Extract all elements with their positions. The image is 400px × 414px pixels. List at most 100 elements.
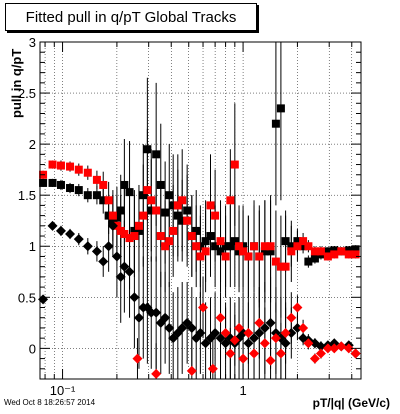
data-point-diamond xyxy=(265,317,276,328)
data-point-diamond xyxy=(243,328,254,339)
data-point-square xyxy=(66,184,75,193)
data-point-square xyxy=(74,165,83,174)
data-point-square xyxy=(351,250,360,259)
data-point-diamond xyxy=(207,363,218,374)
data-point-diamond xyxy=(280,328,291,339)
data-point-square xyxy=(323,247,332,256)
data-point-diamond xyxy=(238,353,249,364)
data-point-diamond xyxy=(98,256,109,267)
data-point-square xyxy=(250,242,259,251)
data-point-square xyxy=(104,211,113,220)
data-point-diamond xyxy=(82,241,93,252)
data-point-diamond xyxy=(103,241,114,252)
x-axis-label: pT/|q| (GeV/c) xyxy=(312,396,390,410)
data-point-diamond xyxy=(343,343,354,354)
data-point-square xyxy=(56,161,65,170)
data-point-square xyxy=(344,246,353,255)
data-point-square xyxy=(281,262,290,271)
data-point-square xyxy=(211,211,220,220)
data-point-square xyxy=(108,216,117,225)
data-point-diamond xyxy=(234,322,245,333)
y-axis-label: pull in q/pT xyxy=(9,48,24,118)
data-point-square xyxy=(178,216,187,225)
data-point-diamond xyxy=(249,348,260,359)
data-point-square xyxy=(239,247,248,256)
data-point-diamond xyxy=(73,234,84,245)
data-point-square xyxy=(56,180,65,189)
data-point-square xyxy=(173,211,182,220)
data-point-square xyxy=(169,226,178,235)
data-point-diamond xyxy=(195,328,206,339)
data-point-square xyxy=(287,247,296,256)
data-point-diamond xyxy=(292,302,303,313)
data-point-diamond xyxy=(133,312,144,323)
plot-frame xyxy=(39,41,362,380)
data-point-square xyxy=(152,150,161,159)
data-point-square xyxy=(173,201,182,210)
data-point-diamond xyxy=(220,328,231,339)
data-point-diamond xyxy=(243,338,254,349)
data-point-square xyxy=(276,104,285,113)
data-point-square xyxy=(104,196,113,205)
data-point-diamond xyxy=(329,338,340,349)
data-point-square xyxy=(196,252,205,261)
data-point-diamond xyxy=(265,355,276,366)
data-point-square xyxy=(125,188,134,197)
data-point-diamond xyxy=(115,271,126,282)
y-tick-label: 0.5 xyxy=(18,290,36,305)
data-point-square xyxy=(116,206,125,215)
data-point-square xyxy=(48,178,57,187)
data-point-square xyxy=(99,180,108,189)
data-point-diamond xyxy=(198,302,209,313)
data-point-diamond xyxy=(91,246,102,257)
data-point-square xyxy=(130,226,139,235)
data-point-diamond xyxy=(55,225,66,236)
data-point-diamond xyxy=(280,338,291,349)
data-point-square xyxy=(192,242,201,251)
data-point-diamond xyxy=(254,317,265,328)
data-point-square xyxy=(92,175,101,184)
data-point-diamond xyxy=(186,322,197,333)
data-point-square xyxy=(183,206,192,215)
error-bar-layer xyxy=(42,42,357,379)
data-point-square xyxy=(178,196,187,205)
marker-layer xyxy=(38,104,361,379)
data-point-square xyxy=(39,178,48,187)
data-point-square xyxy=(143,186,152,195)
data-point-diamond xyxy=(286,328,297,339)
data-point-diamond xyxy=(186,365,197,376)
y-tick-label: 2.5 xyxy=(18,86,36,101)
x-tick-label: 10⁻¹ xyxy=(50,383,76,398)
data-point-diamond xyxy=(254,328,265,339)
data-point-diamond xyxy=(111,251,122,262)
data-point-square xyxy=(304,242,313,251)
data-point-square xyxy=(330,246,339,255)
data-point-square xyxy=(230,160,239,169)
data-point-diamond xyxy=(315,348,326,359)
data-point-square xyxy=(156,180,165,189)
data-point-square xyxy=(351,245,360,254)
data-point-square xyxy=(130,232,139,241)
data-point-diamond xyxy=(160,312,171,323)
data-point-square xyxy=(192,226,201,235)
data-point-diamond xyxy=(336,341,347,352)
data-point-square xyxy=(304,257,313,266)
data-point-square xyxy=(293,237,302,246)
data-point-diamond xyxy=(270,333,281,344)
data-point-diamond xyxy=(259,322,270,333)
data-point-square xyxy=(230,237,239,246)
data-point-square xyxy=(211,242,220,251)
data-point-square xyxy=(276,262,285,271)
data-point-square xyxy=(344,250,353,259)
data-point-square xyxy=(221,242,230,251)
data-point-square xyxy=(239,242,248,251)
data-point-square xyxy=(206,232,215,241)
data-point-square xyxy=(120,229,129,238)
data-point-square xyxy=(287,242,296,251)
data-point-diamond xyxy=(215,312,226,323)
y-tick-label: 1 xyxy=(29,239,36,254)
data-point-square xyxy=(134,226,143,235)
y-tick-label: 3 xyxy=(29,35,36,50)
data-point-square xyxy=(108,211,117,220)
